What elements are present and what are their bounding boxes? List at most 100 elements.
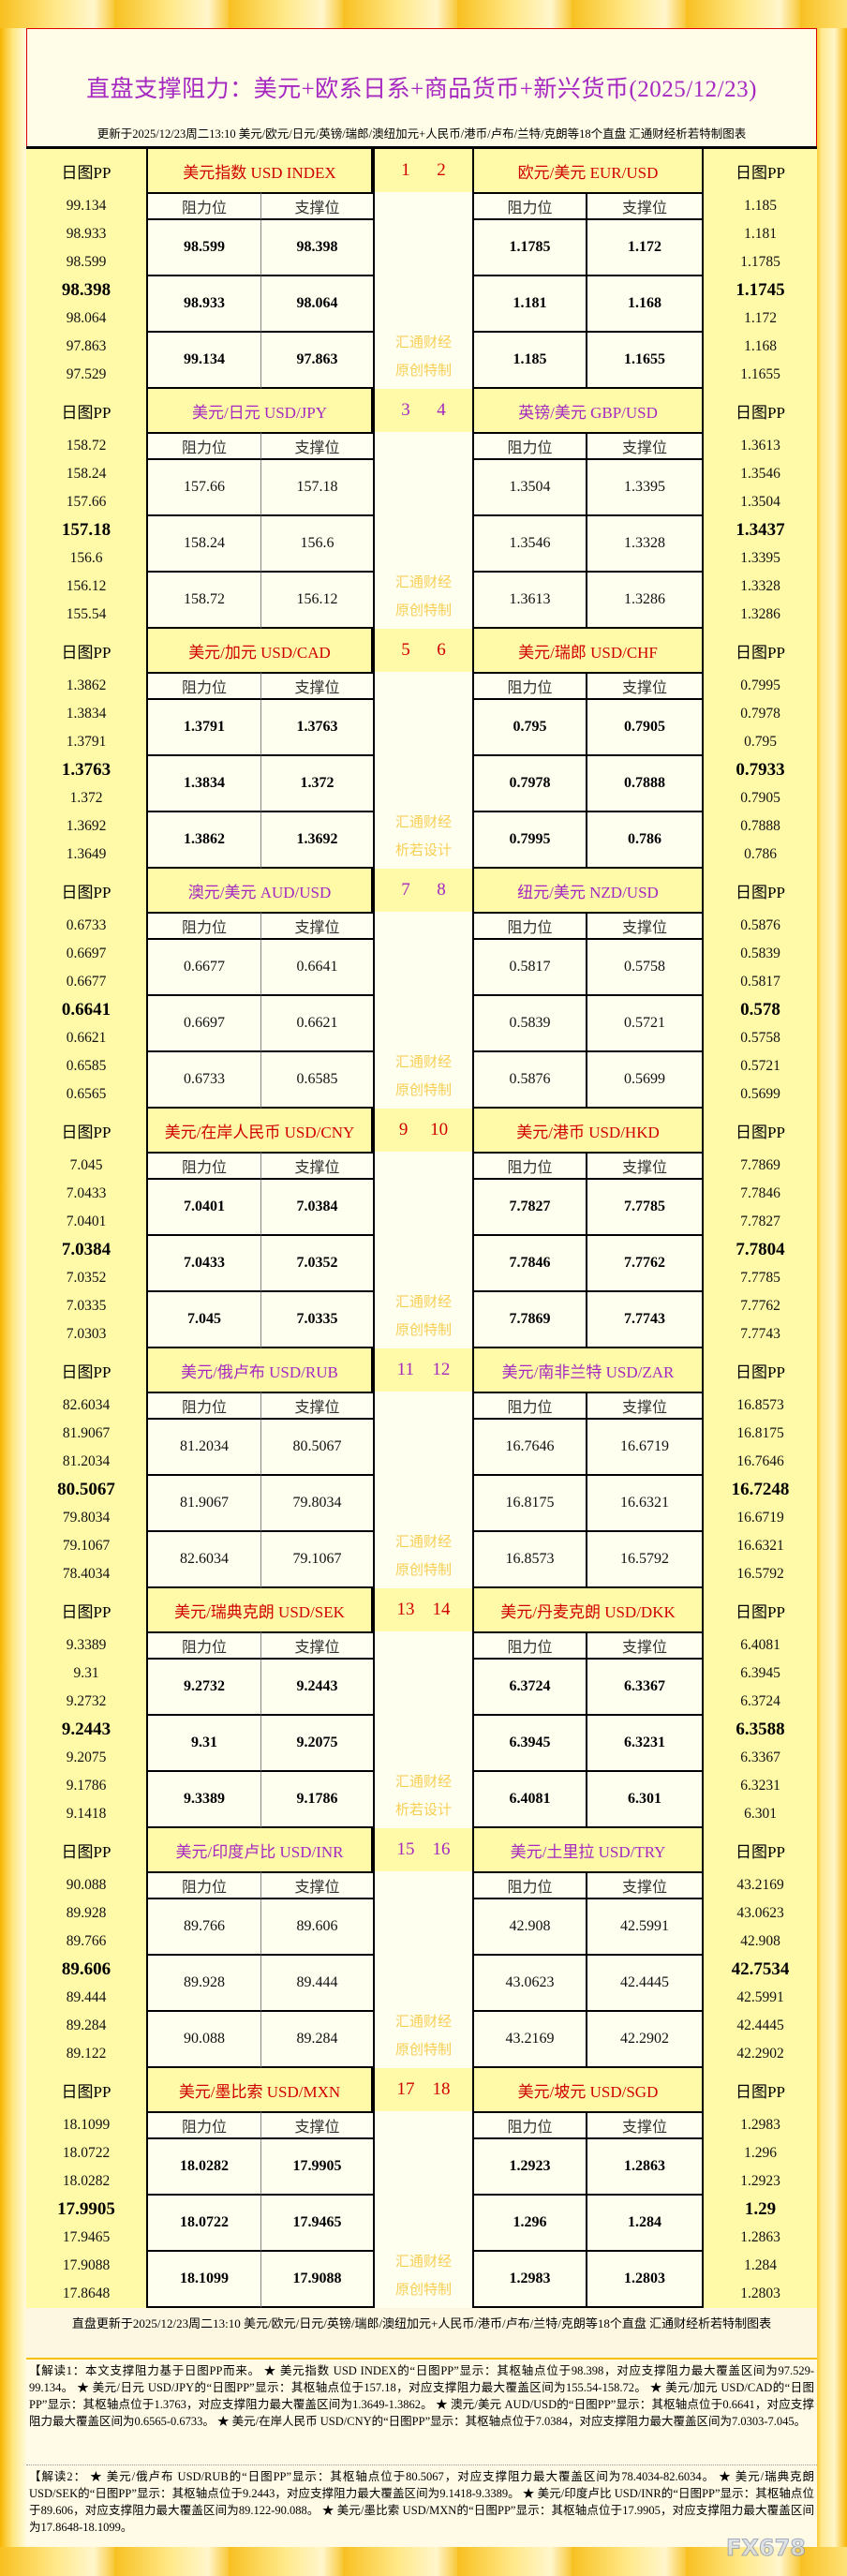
pivot-value: 0.6641	[61, 1000, 111, 1020]
pp-value: 0.5758	[740, 1030, 780, 1046]
pp-value: 0.7905	[740, 790, 780, 806]
pp-value: 81.9067	[62, 1425, 111, 1441]
pp-value: 1.3862	[66, 678, 107, 693]
pp-header: 日图PP	[704, 869, 817, 912]
pair-title: 美元/加元 USD/CAD	[146, 629, 373, 672]
pp-value: 98.933	[66, 226, 107, 242]
pp-value: 155.54	[66, 606, 107, 622]
pp-value: 1.3692	[66, 818, 107, 834]
pp-value: 7.7785	[740, 1270, 780, 1286]
pp-value: 78.4034	[62, 1566, 111, 1582]
watermark: 汇通财经 原创特制	[373, 1392, 472, 1588]
pp-value: 43.2169	[736, 1877, 784, 1893]
pp-list-left: 99.134 98.933 98.599 98.398 98.064 97.863 97.5…	[26, 192, 146, 389]
resistance-value: 16.8175	[472, 1476, 586, 1532]
pp-value: 1.2863	[740, 2229, 780, 2245]
resistance-value: 16.7646	[472, 1420, 586, 1476]
pp-value: 0.795	[744, 734, 777, 750]
pp-value: 6.3231	[740, 1778, 780, 1794]
watermark-line: 汇通财经	[394, 815, 452, 830]
pp-value: 0.7978	[740, 706, 780, 722]
pair-numbers: 17 18	[373, 2068, 472, 2111]
pp-value: 1.2983	[740, 2117, 780, 2133]
pp-value: 1.185	[744, 198, 777, 214]
explanation-2: 【解读2： ★ 美元/俄卢布 USD/RUB的“日图PP”显示：其枢轴点位于80…	[26, 2464, 817, 2547]
pp-value: 156.12	[66, 578, 107, 594]
pp-value: 6.3945	[740, 1665, 780, 1681]
pivot-value: 17.9905	[57, 2199, 115, 2219]
resistance-value: 16.8573	[472, 1532, 586, 1588]
pair-block: 日图PP 18.1099 18.0722 18.0282 17.9905 17.9465 1…	[26, 2065, 817, 2308]
pivot-value: 0.7933	[736, 760, 785, 780]
pp-header: 日图PP	[26, 1348, 146, 1392]
pp-value: 1.284	[744, 2257, 777, 2273]
resistance-header: 阻力位	[146, 912, 260, 940]
resistance-header: 阻力位	[472, 1152, 586, 1180]
pp-value: 16.6321	[736, 1538, 784, 1554]
resistance-value: 1.2983	[472, 2252, 586, 2308]
support-header: 支撑位	[586, 432, 704, 460]
support-value: 7.7785	[586, 1180, 704, 1236]
pair-block: 日图PP 9.3389 9.31 9.2732 9.2443 9.2075 9.1786 9.…	[26, 1586, 817, 1828]
support-header: 支撑位	[586, 2111, 704, 2139]
pp-value: 9.31	[73, 1665, 99, 1681]
pp-value: 6.3367	[740, 1750, 780, 1765]
pp-value: 1.372	[69, 790, 103, 806]
resistance-header: 阻力位	[146, 672, 260, 700]
pp-value: 9.2075	[66, 1750, 107, 1765]
pp-value: 7.7846	[740, 1185, 780, 1201]
pair-number: 7	[401, 880, 410, 900]
pair-number: 4	[437, 400, 446, 420]
resistance-value: 89.928	[146, 1956, 260, 2012]
support-value: 17.9465	[260, 2196, 373, 2252]
pp-value: 0.6697	[66, 946, 107, 961]
pp-value: 0.5876	[740, 917, 780, 933]
page-sheet: 直盘支撑阻力：美元+欧系日系+商品货币+新兴货币(2025/12/23) 更新于…	[26, 28, 817, 2547]
pivot-value: 1.3763	[61, 760, 111, 780]
pp-value: 97.529	[66, 366, 107, 382]
resistance-value: 43.0623	[472, 1956, 586, 2012]
pair-number: 16	[432, 1839, 451, 1859]
pp-value: 1.3834	[66, 706, 107, 722]
resistance-value: 7.0401	[146, 1180, 260, 1236]
pp-header: 日图PP	[704, 1588, 817, 1631]
support-value: 79.1067	[260, 1532, 373, 1588]
pp-value: 79.8034	[62, 1510, 111, 1526]
resistance-value: 158.24	[146, 516, 260, 573]
resistance-value: 0.795	[472, 700, 586, 756]
pair-number: 15	[396, 1839, 415, 1859]
support-header: 支撑位	[260, 2111, 373, 2139]
pair-title: 美元/坡元 USD/SGD	[472, 2068, 704, 2111]
pp-value: 42.908	[740, 1933, 780, 1949]
support-value: 1.172	[586, 220, 704, 276]
pp-value: 16.6719	[736, 1510, 784, 1526]
resistance-value: 7.7846	[472, 1236, 586, 1292]
pair-title: 美元/印度卢比 USD/INR	[146, 1828, 373, 1871]
resistance-value: 9.2732	[146, 1660, 260, 1716]
support-value: 7.0352	[260, 1236, 373, 1292]
title-box: 直盘支撑阻力：美元+欧系日系+商品货币+新兴货币(2025/12/23) 更新于…	[26, 28, 817, 146]
pivot-value: 7.7804	[736, 1240, 785, 1259]
resistance-value: 6.4081	[472, 1772, 586, 1828]
support-value: 0.5721	[586, 996, 704, 1052]
pp-list-right: 7.7869 7.7846 7.7827 7.7804 7.7785 7.7762 7.77…	[704, 1152, 817, 1348]
pair-block: 日图PP 0.6733 0.6697 0.6677 0.6641 0.6621 0.6585…	[26, 866, 817, 1109]
pp-value: 0.7995	[740, 678, 780, 693]
pair-title: 美元/俄卢布 USD/RUB	[146, 1348, 373, 1392]
pair-block: 日图PP 90.088 89.928 89.766 89.606 89.444 89.284…	[26, 1825, 817, 2068]
resistance-header: 阻力位	[146, 432, 260, 460]
support-value: 0.6641	[260, 940, 373, 996]
pp-value: 89.284	[66, 2018, 107, 2033]
watermark-line: 汇通财经	[394, 335, 452, 350]
resistance-value: 7.045	[146, 1292, 260, 1348]
resistance-header: 阻力位	[146, 2111, 260, 2139]
pp-value: 42.2902	[736, 2046, 784, 2062]
pp-value: 0.6565	[66, 1086, 107, 1102]
resistance-value: 81.2034	[146, 1420, 260, 1476]
pp-list-right: 1.3613 1.3546 1.3504 1.3437 1.3395 1.3328 1.32…	[704, 432, 817, 629]
page-subtitle: 更新于2025/12/23周二13:10 美元/欧元/日元/英镑/瑞郎/澳纽加元…	[97, 127, 747, 141]
pivot-value: 157.18	[61, 520, 111, 540]
support-header: 支撑位	[586, 1631, 704, 1660]
pp-value: 1.3504	[740, 494, 780, 510]
